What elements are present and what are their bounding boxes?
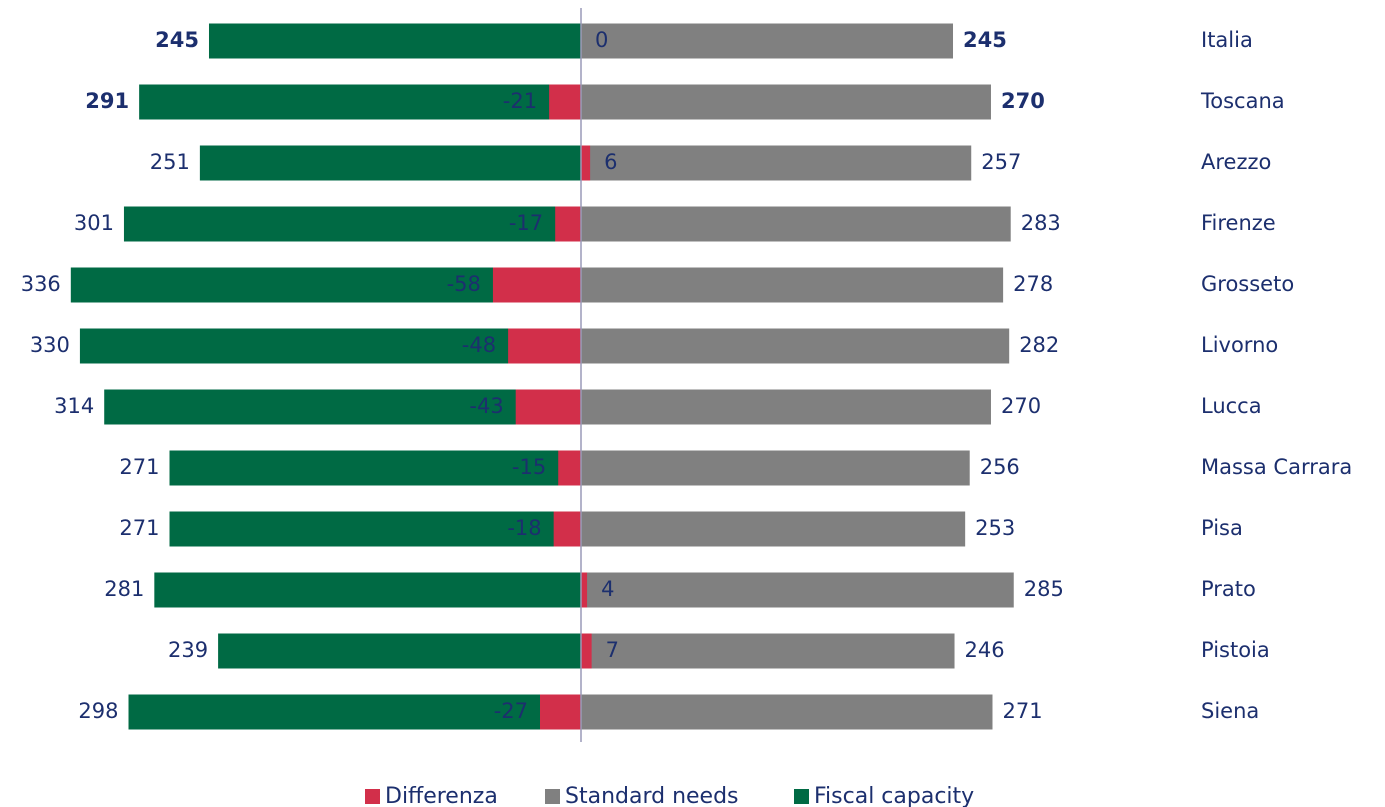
category-label: Siena: [1201, 699, 1259, 723]
value-label: 298: [78, 699, 118, 723]
bar: [581, 572, 1014, 608]
bar: [581, 145, 972, 181]
bar: [515, 389, 581, 425]
category-label: Grosseto: [1201, 272, 1294, 296]
bar: [123, 206, 581, 242]
bar: [581, 328, 1010, 364]
legend-label: Differenza: [385, 784, 498, 807]
category-label: Toscana: [1200, 89, 1285, 113]
value-label: 301: [74, 211, 114, 235]
bar: [581, 206, 1011, 242]
bar: [581, 389, 991, 425]
bar: [540, 694, 581, 730]
bar: [492, 267, 581, 303]
category-label: Arezzo: [1201, 150, 1271, 174]
value-label: 291: [85, 89, 129, 113]
bar: [581, 145, 591, 181]
bar: [208, 23, 581, 59]
value-label: 278: [1013, 272, 1053, 296]
value-label: 0: [595, 28, 608, 52]
bar: [581, 450, 970, 486]
value-label: -21: [503, 89, 537, 113]
value-label: 283: [1021, 211, 1061, 235]
bar: [581, 572, 588, 608]
value-label: 285: [1024, 577, 1064, 601]
value-label: 4: [601, 577, 614, 601]
bar: [555, 206, 581, 242]
bar: [154, 572, 582, 608]
value-label: 271: [119, 516, 159, 540]
bar: [169, 511, 582, 547]
value-label: 251: [150, 150, 190, 174]
legend-swatch: [794, 789, 809, 804]
category-label: Pisa: [1201, 516, 1243, 540]
bar: [558, 450, 581, 486]
category-label: Massa Carrara: [1201, 455, 1352, 479]
legend-swatch: [545, 789, 560, 804]
legend-label: Standard needs: [565, 784, 739, 807]
category-label: Livorno: [1201, 333, 1278, 357]
bar: [581, 633, 955, 669]
value-label: 314: [54, 394, 94, 418]
value-label: -48: [462, 333, 496, 357]
value-label: 271: [1002, 699, 1042, 723]
value-label: 256: [980, 455, 1020, 479]
value-label: -15: [512, 455, 546, 479]
category-label: Lucca: [1201, 394, 1262, 418]
bar: [128, 694, 581, 730]
bar: [581, 84, 991, 120]
bar: [581, 267, 1004, 303]
bar: [199, 145, 581, 181]
value-label: 7: [606, 638, 619, 662]
value-label: 271: [119, 455, 159, 479]
value-label: 253: [975, 516, 1015, 540]
bar: [581, 511, 966, 547]
bar: [79, 328, 581, 364]
bar: [581, 633, 592, 669]
bar: [139, 84, 582, 120]
value-label: 270: [1001, 89, 1045, 113]
bar: [218, 633, 582, 669]
value-label: -27: [494, 699, 528, 723]
bar: [104, 389, 581, 425]
bar: [508, 328, 581, 364]
value-label: 245: [963, 28, 1007, 52]
bar: [169, 450, 582, 486]
value-label: -58: [447, 272, 481, 296]
value-label: 246: [965, 638, 1005, 662]
value-label: 330: [30, 333, 70, 357]
value-label: 281: [104, 577, 144, 601]
legend-swatch: [365, 789, 380, 804]
value-label: 270: [1001, 394, 1041, 418]
value-label: 257: [981, 150, 1021, 174]
bar: [581, 23, 954, 59]
bar: [581, 694, 993, 730]
bar: [553, 511, 581, 547]
category-label: Firenze: [1201, 211, 1276, 235]
value-label: 282: [1019, 333, 1059, 357]
value-label: -43: [469, 394, 503, 418]
legend-label: Fiscal capacity: [814, 784, 974, 807]
value-label: 239: [168, 638, 208, 662]
category-label: Pistoia: [1201, 638, 1270, 662]
bar: [549, 84, 581, 120]
value-label: -17: [509, 211, 543, 235]
value-label: 245: [155, 28, 199, 52]
category-label: Italia: [1201, 28, 1253, 52]
value-label: -18: [507, 516, 541, 540]
category-label: Prato: [1201, 577, 1256, 601]
value-label: 336: [21, 272, 61, 296]
value-label: 6: [604, 150, 617, 174]
